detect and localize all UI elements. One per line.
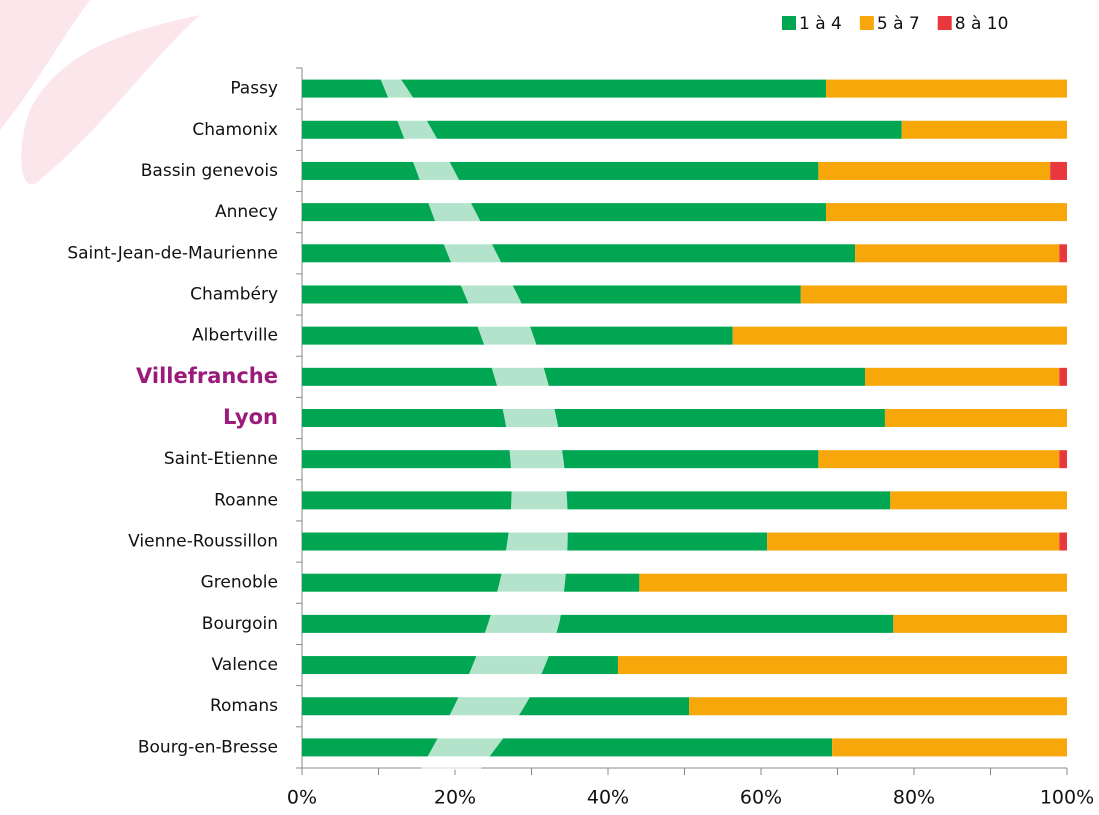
- x-tick-label: 20%: [434, 787, 476, 809]
- legend-swatch: [938, 16, 952, 30]
- bar-segment: [865, 368, 1059, 386]
- y-tick-label: Saint-Jean-de-Maurienne: [67, 243, 278, 263]
- bar-segment: [832, 738, 1067, 756]
- bar-segment: [733, 327, 1067, 345]
- bar-segment: [1059, 450, 1067, 468]
- bar-segment: [890, 491, 1067, 509]
- bar-segment: [1059, 244, 1067, 262]
- bar-segment: [689, 697, 1067, 715]
- bar-segment: [1050, 162, 1067, 180]
- bar-segment: [302, 574, 639, 592]
- legend-label: 5 à 7: [877, 14, 920, 34]
- y-tick-label: Passy: [230, 79, 278, 99]
- bar-segment: [902, 121, 1067, 139]
- bar-segment: [855, 244, 1059, 262]
- bar-segment: [818, 450, 1059, 468]
- bar-segment: [885, 409, 1067, 427]
- legend-swatch: [860, 16, 874, 30]
- bar-segment: [302, 738, 832, 756]
- y-tick-label: Villefranche: [136, 364, 278, 388]
- x-tick-label: 0%: [287, 787, 317, 809]
- bar-segment: [302, 121, 902, 139]
- y-tick-label: Valence: [212, 655, 279, 675]
- legend-label: 8 à 10: [955, 14, 1009, 34]
- y-tick-label: Romans: [210, 696, 278, 716]
- y-tick-label: Chambéry: [190, 284, 278, 304]
- bar-segment: [302, 409, 885, 427]
- y-tick-label: Saint-Etienne: [164, 449, 278, 469]
- y-tick-label: Albertville: [192, 326, 278, 346]
- y-tick-label: Bourg-en-Bresse: [138, 737, 278, 757]
- y-tick-label: Chamonix: [192, 120, 278, 140]
- y-tick-label: Vienne-Roussillon: [128, 532, 278, 552]
- bar-segment: [618, 656, 1067, 674]
- bar-segment: [302, 615, 893, 633]
- bar-segment: [302, 80, 826, 98]
- y-tick-label: Annecy: [215, 202, 278, 222]
- x-tick-label: 40%: [587, 787, 629, 809]
- bar-segment: [302, 491, 890, 509]
- x-tick-label: 100%: [1040, 787, 1094, 809]
- legend-swatch: [782, 16, 796, 30]
- x-tick-label: 80%: [893, 787, 935, 809]
- y-tick-label: Roanne: [214, 490, 278, 510]
- bar-segment: [1059, 368, 1067, 386]
- y-tick-label: Grenoble: [201, 573, 278, 593]
- bar-segment: [302, 368, 865, 386]
- bar-segment: [639, 574, 1067, 592]
- plot: 0% 20% 40% 60% 80% 100% Passy Chamonix Bassin ge…: [67, 68, 1094, 809]
- bar-segment: [826, 203, 1067, 221]
- bar-segment: [302, 244, 855, 262]
- bar-segment: [818, 162, 1050, 180]
- bar-segment: [302, 656, 618, 674]
- chart: 0% 20% 40% 60% 80% 100% Passy Chamonix Bassin ge…: [0, 0, 1099, 811]
- bar-segment: [893, 615, 1067, 633]
- y-tick-label: Bassin genevois: [141, 161, 278, 181]
- bar-segment: [801, 285, 1067, 303]
- y-tick-label: Bourgoin: [202, 614, 278, 634]
- x-tick-label: 60%: [740, 787, 782, 809]
- bar-segment: [302, 162, 818, 180]
- bar-segment: [302, 203, 826, 221]
- y-tick-label: Lyon: [223, 405, 278, 429]
- bar-segment: [302, 285, 801, 303]
- legend-label: 1 à 4: [799, 14, 842, 34]
- bar-segment: [1059, 533, 1067, 551]
- bar-segment: [826, 80, 1067, 98]
- bar-segment: [767, 533, 1059, 551]
